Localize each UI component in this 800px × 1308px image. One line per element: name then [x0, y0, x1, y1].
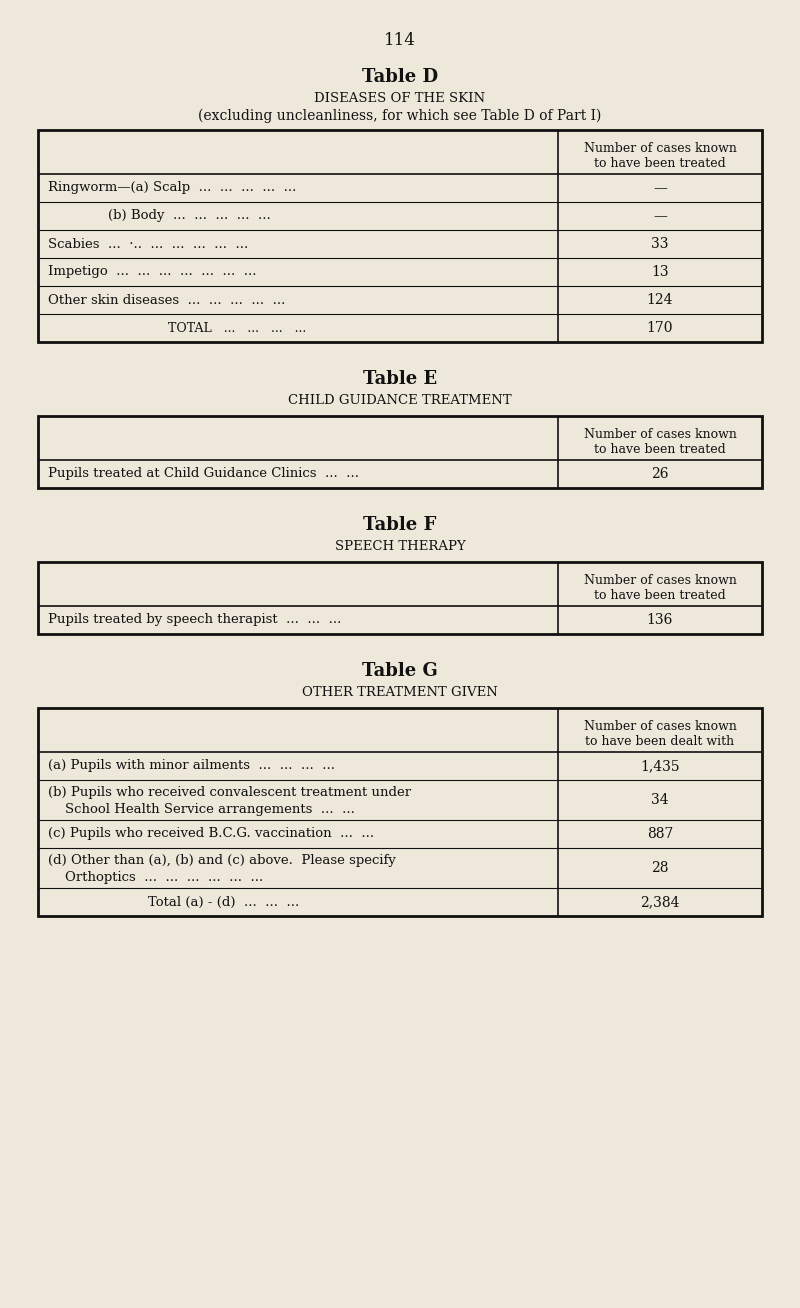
Text: School Health Service arrangements  ...  ...: School Health Service arrangements ... .…	[48, 803, 355, 816]
Text: (excluding uncleanliness, for which see Table D of Part I): (excluding uncleanliness, for which see …	[198, 109, 602, 123]
Text: Table E: Table E	[363, 370, 437, 388]
Text: Number of cases known
to have been treated: Number of cases known to have been treat…	[583, 143, 737, 170]
Text: Ringworm—(a) Scalp  ...  ...  ...  ...  ...: Ringworm—(a) Scalp ... ... ... ... ...	[48, 182, 296, 195]
Text: Pupils treated by speech therapist  ...  ...  ...: Pupils treated by speech therapist ... .…	[48, 613, 342, 627]
Text: (d) Other than (a), (b) and (c) above.  Please specify: (d) Other than (a), (b) and (c) above. P…	[48, 854, 396, 867]
Text: SPEECH THERAPY: SPEECH THERAPY	[334, 540, 466, 553]
Text: Other skin diseases  ...  ...  ...  ...  ...: Other skin diseases ... ... ... ... ...	[48, 293, 286, 306]
FancyBboxPatch shape	[38, 129, 762, 341]
Text: Number of cases known
to have been dealt with: Number of cases known to have been dealt…	[583, 719, 737, 748]
Text: 28: 28	[651, 861, 669, 875]
FancyBboxPatch shape	[38, 708, 762, 916]
Text: Number of cases known
to have been treated: Number of cases known to have been treat…	[583, 574, 737, 602]
Text: DISEASES OF THE SKIN: DISEASES OF THE SKIN	[314, 92, 486, 105]
Text: 136: 136	[647, 613, 673, 627]
Text: Orthoptics  ...  ...  ...  ...  ...  ...: Orthoptics ... ... ... ... ... ...	[48, 871, 263, 884]
Text: (b) Pupils who received convalescent treatment under: (b) Pupils who received convalescent tre…	[48, 786, 411, 799]
Text: Total (a) - (d)  ...  ...  ...: Total (a) - (d) ... ... ...	[148, 896, 299, 909]
Text: (b) Body  ...  ...  ...  ...  ...: (b) Body ... ... ... ... ...	[108, 209, 270, 222]
Text: —: —	[653, 181, 667, 195]
Text: 124: 124	[646, 293, 674, 307]
Text: 34: 34	[651, 793, 669, 807]
FancyBboxPatch shape	[38, 562, 762, 634]
Text: Number of cases known
to have been treated: Number of cases known to have been treat…	[583, 428, 737, 456]
Text: 26: 26	[651, 467, 669, 481]
Text: OTHER TREATMENT GIVEN: OTHER TREATMENT GIVEN	[302, 685, 498, 698]
Text: (a) Pupils with minor ailments  ...  ...  ...  ...: (a) Pupils with minor ailments ... ... .…	[48, 760, 335, 773]
Text: Impetigo  ...  ...  ...  ...  ...  ...  ...: Impetigo ... ... ... ... ... ... ...	[48, 266, 257, 279]
Text: 114: 114	[384, 31, 416, 48]
Text: 887: 887	[647, 827, 673, 841]
Text: Pupils treated at Child Guidance Clinics  ...  ...: Pupils treated at Child Guidance Clinics…	[48, 467, 359, 480]
Text: 2,384: 2,384	[640, 895, 680, 909]
Text: 13: 13	[651, 266, 669, 279]
Text: Table F: Table F	[363, 515, 437, 534]
Text: Scabies  ...  ·..  ...  ...  ...  ...  ...: Scabies ... ·.. ... ... ... ... ...	[48, 238, 248, 251]
Text: —: —	[653, 209, 667, 222]
Text: CHILD GUIDANCE TREATMENT: CHILD GUIDANCE TREATMENT	[288, 394, 512, 407]
Text: Table D: Table D	[362, 68, 438, 86]
FancyBboxPatch shape	[38, 416, 762, 488]
Text: 170: 170	[646, 320, 674, 335]
Text: 33: 33	[651, 237, 669, 251]
Text: Table G: Table G	[362, 662, 438, 680]
Text: TOTAL   ...   ...   ...   ...: TOTAL ... ... ... ...	[168, 322, 306, 335]
Text: 1,435: 1,435	[640, 759, 680, 773]
Text: (c) Pupils who received B.C.G. vaccination  ...  ...: (c) Pupils who received B.C.G. vaccinati…	[48, 828, 374, 841]
